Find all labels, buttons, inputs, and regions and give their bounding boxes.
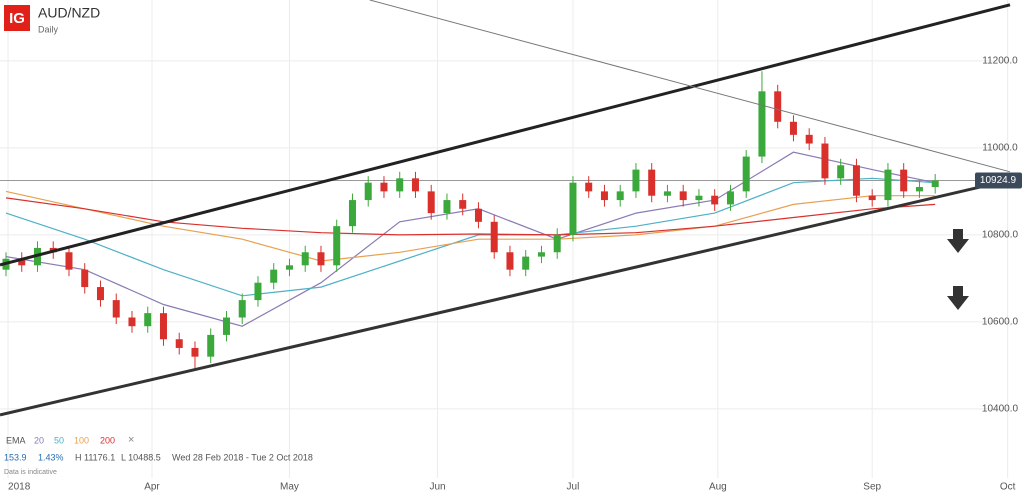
candle-body xyxy=(648,169,656,196)
candle-body xyxy=(711,195,719,205)
chart-title: AUD/NZD xyxy=(38,5,100,21)
x-tick-label: Apr xyxy=(144,482,160,493)
candle-body xyxy=(459,200,467,209)
date-range: Wed 28 Feb 2018 - Tue 2 Oct 2018 xyxy=(172,452,313,462)
candle-body xyxy=(758,91,766,157)
trendline xyxy=(0,3,1011,267)
y-tick-label: 10800.0 xyxy=(982,230,1019,241)
x-tick-label: Sep xyxy=(863,482,881,493)
price-label: 10924.9 xyxy=(980,175,1017,186)
x-tick-label: Aug xyxy=(709,482,727,493)
candle-body xyxy=(600,191,608,201)
candle-body xyxy=(144,313,152,327)
y-tick-label: 10400.0 xyxy=(982,403,1019,414)
x-tick-label: 2018 xyxy=(8,482,31,493)
candle-body xyxy=(396,178,404,192)
logo-box xyxy=(4,5,30,31)
candle-body xyxy=(915,187,923,192)
candle-body xyxy=(695,195,703,201)
candle-body xyxy=(191,347,199,357)
candle-body xyxy=(222,317,230,335)
candle-body xyxy=(474,208,482,222)
high-label: H 11176.1 xyxy=(75,452,115,462)
candle-body xyxy=(837,165,845,179)
candle-body xyxy=(726,191,734,205)
legend: 20 50 100 200 × xyxy=(34,434,134,446)
price-box xyxy=(975,172,1022,189)
change-pct: 1.43% xyxy=(38,452,64,462)
candle-body xyxy=(364,182,372,201)
change: 153.9 xyxy=(4,452,27,462)
candle-body xyxy=(506,252,514,270)
candle-body xyxy=(380,182,388,192)
candle-body xyxy=(774,91,782,122)
candle-body xyxy=(663,191,671,196)
x-tick-label: Jul xyxy=(567,482,580,493)
candle-body xyxy=(238,300,246,318)
candle-body xyxy=(348,200,356,227)
candle-body xyxy=(128,317,136,327)
candle-body xyxy=(411,178,419,192)
candle-body xyxy=(679,191,687,201)
candle-body xyxy=(522,256,530,270)
candle-body xyxy=(270,269,278,283)
down-arrow xyxy=(947,229,969,253)
candle-body xyxy=(868,195,876,201)
logo: IG xyxy=(9,10,25,27)
legend-entry: 50 xyxy=(54,435,64,445)
x-tick-label: Oct xyxy=(1000,482,1016,493)
candle-body xyxy=(301,252,309,266)
ema-line xyxy=(5,190,936,262)
candle-body xyxy=(789,121,797,135)
candle-body xyxy=(821,143,829,179)
candle-body xyxy=(931,180,939,188)
candle-body xyxy=(333,226,341,266)
chart-subtitle: Daily xyxy=(38,24,59,34)
candle-body xyxy=(159,313,167,340)
candle-body xyxy=(65,252,73,270)
candle-body xyxy=(490,221,498,253)
down-arrow xyxy=(947,286,969,310)
candle-body xyxy=(742,156,750,192)
candle-body xyxy=(254,282,262,301)
candle-body xyxy=(175,339,183,348)
y-tick-label: 11200.0 xyxy=(982,56,1018,67)
candle-body xyxy=(18,258,26,266)
candle-body xyxy=(553,234,561,253)
y-tick-label: 10600.0 xyxy=(982,316,1019,327)
candle-body xyxy=(632,169,640,192)
candle-body xyxy=(852,165,860,196)
candle-body xyxy=(884,169,892,201)
note: Data is indicative xyxy=(4,469,57,476)
candle-body xyxy=(537,252,545,257)
candle-body xyxy=(805,134,813,144)
trendline xyxy=(0,178,1011,417)
candle-body xyxy=(285,265,293,270)
legend-entry: 20 xyxy=(34,435,44,445)
candle-body xyxy=(585,182,593,192)
legend-entry: 200 xyxy=(100,435,115,445)
indicator-label: EMA xyxy=(6,435,26,445)
close-icon: × xyxy=(128,434,134,446)
candle-body xyxy=(207,334,215,357)
legend-entry: 100 xyxy=(74,435,89,445)
candle-body xyxy=(569,182,577,235)
x-tick-label: Jun xyxy=(429,482,445,493)
candle-body xyxy=(443,200,451,214)
y-tick-label: 11000.0 xyxy=(982,143,1018,154)
candle-body xyxy=(900,169,908,192)
candle-body xyxy=(96,287,104,301)
candle-body xyxy=(616,191,624,201)
candle-body xyxy=(81,269,89,288)
plot xyxy=(0,0,1011,417)
x-tick-label: May xyxy=(280,482,299,493)
candle-body xyxy=(112,300,120,318)
low-label: L 10488.5 xyxy=(121,452,161,462)
candle-body xyxy=(427,191,435,214)
candle-body xyxy=(317,252,325,266)
ema-line xyxy=(5,177,936,297)
trendline xyxy=(369,0,1011,173)
